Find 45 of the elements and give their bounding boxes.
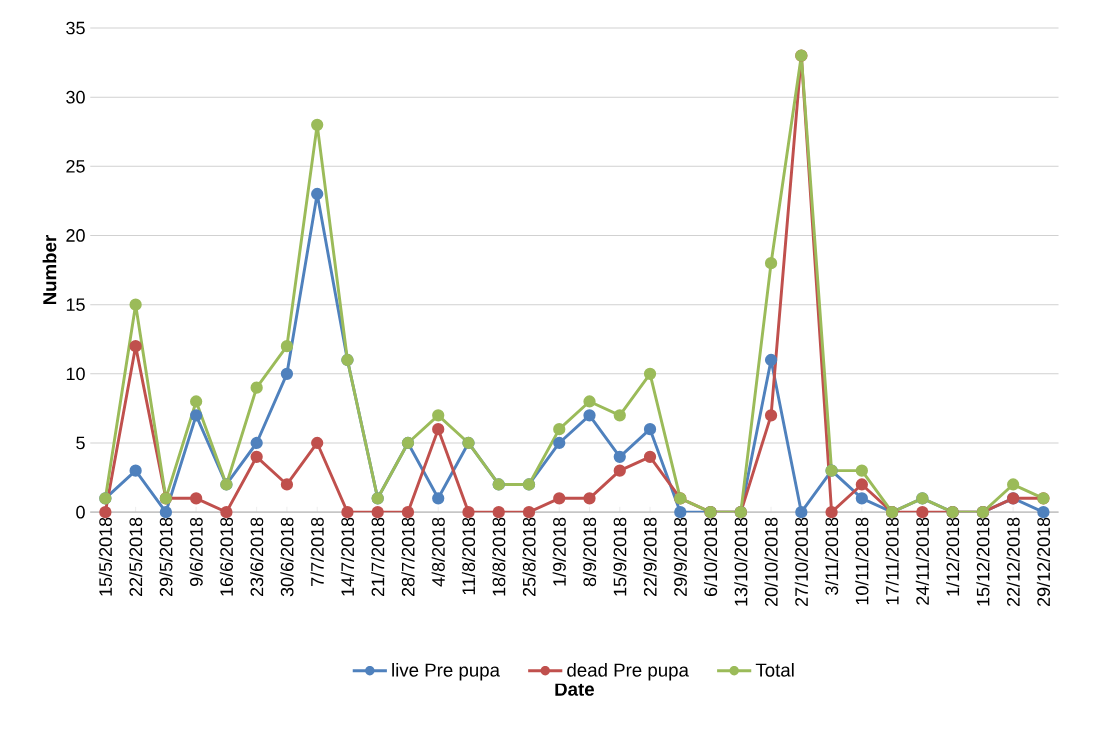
x-tick-label: 29/5/2018 <box>159 517 173 596</box>
x-tick-label: 8/9/2018 <box>582 517 597 587</box>
x-tick-label: 24/11/2018 <box>915 517 929 605</box>
x-tick-label: 14/7/2018 <box>340 517 355 596</box>
legend-label: dead Pre pupa <box>567 662 689 681</box>
y-axis-title: Number <box>42 234 57 304</box>
x-tick-label: 18/8/2018 <box>492 517 506 596</box>
x-axis-title: Date <box>555 682 594 696</box>
legend-label: Total <box>755 662 794 677</box>
x-tick-label: 6/10/2018 <box>703 517 718 596</box>
x-tick-label: 4/8/2018 <box>431 517 445 587</box>
y-tick-label: 5 <box>76 436 85 450</box>
x-tick-label: 10/11/2018 <box>855 517 869 605</box>
x-tick-label: 29/9/2018 <box>673 517 687 596</box>
x-tick-label: 15/12/2018 <box>976 517 990 606</box>
y-tick-label: 30 <box>66 90 85 104</box>
y-tick-label: 0 <box>76 505 85 519</box>
y-tick-label: 15 <box>66 298 85 311</box>
x-tick-label: 16/6/2018 <box>219 517 234 596</box>
x-tick-label: 3/11/2018 <box>824 517 839 595</box>
x-tick-label: 11/8/2018 <box>461 517 476 595</box>
x-tick-label: 1/12/2018 <box>946 517 960 596</box>
x-tick-label: 7/7/2018 <box>310 517 324 586</box>
x-tick-label: 27/10/2018 <box>794 517 808 606</box>
x-tick-label: 23/6/2018 <box>250 517 264 596</box>
y-tick-label: 35 <box>66 21 85 35</box>
x-tick-label: 22/12/2018 <box>1006 517 1020 606</box>
y-tick-label: 10 <box>66 367 85 381</box>
y-tick-label: 25 <box>66 159 85 173</box>
y-tick-label: 20 <box>66 229 85 242</box>
x-tick-label: 20/10/2018 <box>764 517 778 606</box>
x-tick-label: 17/11/2018 <box>885 517 899 605</box>
x-tick-label: 22/9/2018 <box>643 517 657 596</box>
x-tick-label: 22/5/2018 <box>129 517 143 596</box>
x-tick-label: 30/6/2018 <box>280 517 294 597</box>
x-tick-label: 13/10/2018 <box>734 517 748 606</box>
x-tick-label: 25/8/2018 <box>522 517 536 596</box>
x-tick-label: 15/5/2018 <box>98 517 112 596</box>
x-tick-label: 28/7/2018 <box>401 517 415 596</box>
x-tick-label: 21/7/2018 <box>371 517 385 596</box>
legend-label: live Pre pupa <box>392 662 500 681</box>
x-tick-label: 9/6/2018 <box>189 517 203 587</box>
x-tick-label: 15/9/2018 <box>613 517 627 596</box>
x-tick-label: 29/12/2018 <box>1036 517 1050 606</box>
x-tick-label: 1/9/2018 <box>552 517 566 586</box>
